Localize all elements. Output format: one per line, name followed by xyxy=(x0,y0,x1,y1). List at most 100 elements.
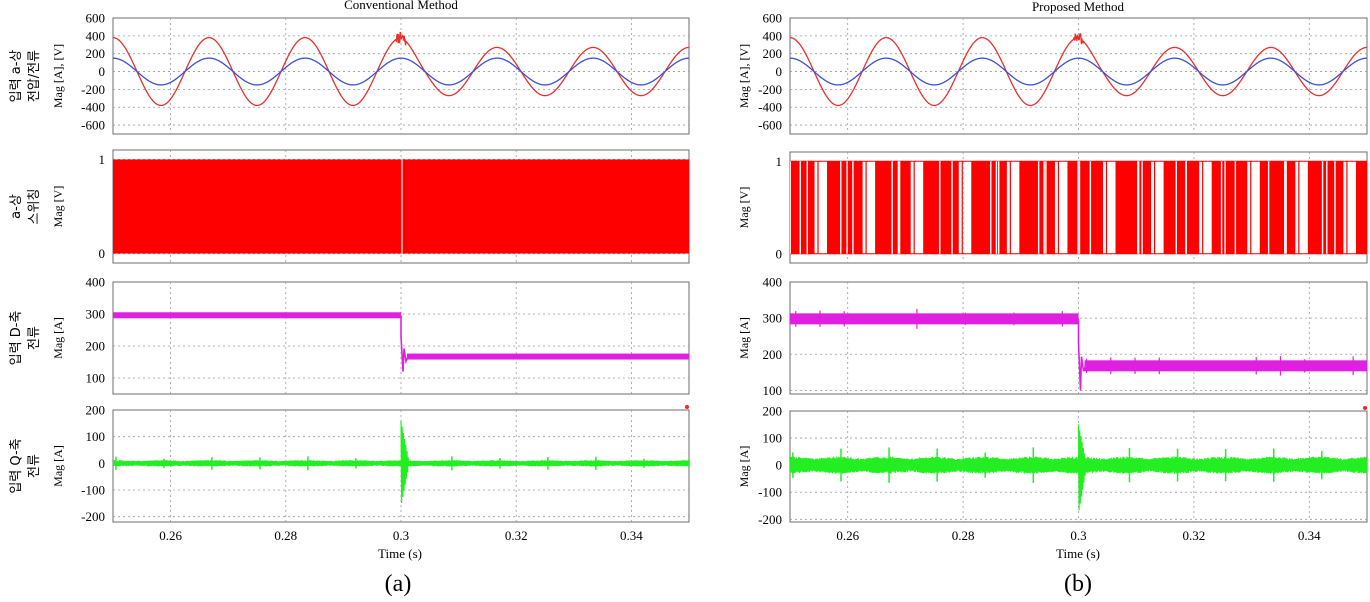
panel-frame xyxy=(789,17,1368,135)
switching-slit xyxy=(1037,161,1040,254)
y-tick-label: 200 xyxy=(763,347,783,362)
y-tick-label: -400 xyxy=(81,100,105,115)
series-group xyxy=(790,160,1367,255)
switching-pulse xyxy=(1153,161,1156,254)
marker-dot xyxy=(685,405,689,409)
series-ripple_band-0 xyxy=(113,420,689,503)
switching-slit xyxy=(951,161,953,254)
korean-label-row-3-line-1: 입력 D-축 xyxy=(9,311,24,366)
ripple-spikes xyxy=(795,308,1354,376)
switching-pulse xyxy=(1202,161,1204,254)
series-sine-0 xyxy=(790,32,1367,107)
y-tick-label: 400 xyxy=(763,275,783,290)
switching-slit xyxy=(1220,161,1223,254)
switching-pulse xyxy=(1105,161,1108,254)
switching-slit xyxy=(799,161,801,254)
switching-slit xyxy=(939,161,941,254)
y-tick-label: 600 xyxy=(86,11,106,26)
switching-slit xyxy=(1321,161,1324,254)
y-tick-label: 200 xyxy=(86,403,106,418)
y-tick-label: -400 xyxy=(758,100,782,115)
switching-slit xyxy=(852,161,854,254)
y-tick-label: -200 xyxy=(758,512,782,527)
y-tick-label: -100 xyxy=(758,485,782,500)
switching-block xyxy=(1307,161,1344,254)
switching-slit xyxy=(1043,161,1045,254)
switching-slit xyxy=(1267,161,1270,254)
switching-pulse xyxy=(1250,161,1252,254)
series-sine-1 xyxy=(790,57,1367,86)
switching-slit xyxy=(1137,161,1139,254)
y-tick-label: 0 xyxy=(776,246,783,261)
y-axis-label: Mag [A] xyxy=(737,446,751,488)
x-tick-label: 0.32 xyxy=(505,528,528,543)
y-tick-label: -200 xyxy=(81,509,105,524)
korean-label-row-2-line-2: 스위칭 xyxy=(27,189,42,225)
series-sine-1 xyxy=(113,57,689,86)
step-transient xyxy=(1077,318,1087,391)
panel-b-4: 200 100 0 -100 -200 Mag [A] xyxy=(737,404,1368,527)
title-conventional-method: Conventional Method xyxy=(344,0,458,12)
series-group xyxy=(790,308,1367,391)
x-tick-label: 0.32 xyxy=(1183,528,1206,543)
x-tick-label: 0.3 xyxy=(1070,528,1086,543)
x-tick-label: 0.28 xyxy=(952,528,975,543)
switching-slit xyxy=(1175,161,1177,254)
switching-slit xyxy=(1077,161,1079,254)
korean-label-row-4-line-2: 전류 xyxy=(27,454,42,478)
y-tick-label: -600 xyxy=(758,118,782,133)
y-tick-label: 400 xyxy=(86,28,106,43)
switching-slit xyxy=(1326,161,1328,254)
y-tick-label: 1 xyxy=(99,152,106,167)
y-tick-label: 1 xyxy=(776,154,783,169)
switching-slit xyxy=(1045,161,1047,254)
switching-pulse xyxy=(1057,161,1060,254)
marker-dot xyxy=(1363,406,1367,410)
switching-block xyxy=(875,161,911,254)
y-tick-label: 200 xyxy=(86,339,106,354)
panel-a-2: 1 0 Mag [V] xyxy=(51,149,690,264)
series-group xyxy=(113,159,689,254)
y-tick-label: 0 xyxy=(99,64,106,79)
panel-b-1: 600 400 200 0 -200 -400 -600 Mag [A], [V] xyxy=(737,11,1368,135)
switching-pulse xyxy=(913,161,915,254)
y-tick-label: -200 xyxy=(81,82,105,97)
switching-block xyxy=(923,161,959,254)
series-group xyxy=(790,32,1367,107)
switching-pulse xyxy=(961,161,963,254)
subfigure-label-a: (a) xyxy=(385,571,412,597)
switching-pulse xyxy=(1346,161,1348,254)
switching-slit xyxy=(1137,161,1140,254)
y-tick-label: -100 xyxy=(81,483,105,498)
y-tick-label: 100 xyxy=(86,429,106,444)
switching-pulse xyxy=(865,161,867,254)
switching-slit xyxy=(891,161,893,254)
switching-block xyxy=(1019,161,1055,254)
switching-slit xyxy=(898,161,901,254)
switching-slit xyxy=(846,161,848,254)
subfigure-label-b: (b) xyxy=(1064,571,1092,597)
ripple-spike-transient xyxy=(1077,424,1087,511)
switching-slit xyxy=(990,161,992,254)
y-tick-label: -600 xyxy=(81,118,105,133)
switching-block xyxy=(1355,161,1367,254)
y-tick-label: 200 xyxy=(763,404,783,419)
switching-slit xyxy=(1285,161,1287,254)
ripple-spike-transient xyxy=(400,420,410,503)
switching-slit xyxy=(1334,161,1336,254)
switching-slit xyxy=(1089,161,1092,254)
subfigure-b: 600 400 200 0 -200 -400 -600 Mag [A], [V] 1 0 Mag … xyxy=(737,11,1368,543)
korean-label-row-1-line-1: 입력 a-상 xyxy=(9,50,24,103)
panel-a-1: 600 400 200 0 -200 -400 -600 Mag [A], [V] xyxy=(51,11,690,135)
y-axis-label: Mag [A], [V] xyxy=(737,44,751,108)
y-axis-label: Mag [A] xyxy=(51,445,65,487)
x-tick-label: 0.26 xyxy=(159,528,182,543)
switching-slit xyxy=(840,161,842,254)
series-group xyxy=(113,31,689,107)
y-axis-label: Mag [V] xyxy=(737,187,751,229)
step-band-before xyxy=(790,313,1079,325)
switching-slit xyxy=(995,161,998,254)
y-tick-label: 200 xyxy=(763,46,783,61)
